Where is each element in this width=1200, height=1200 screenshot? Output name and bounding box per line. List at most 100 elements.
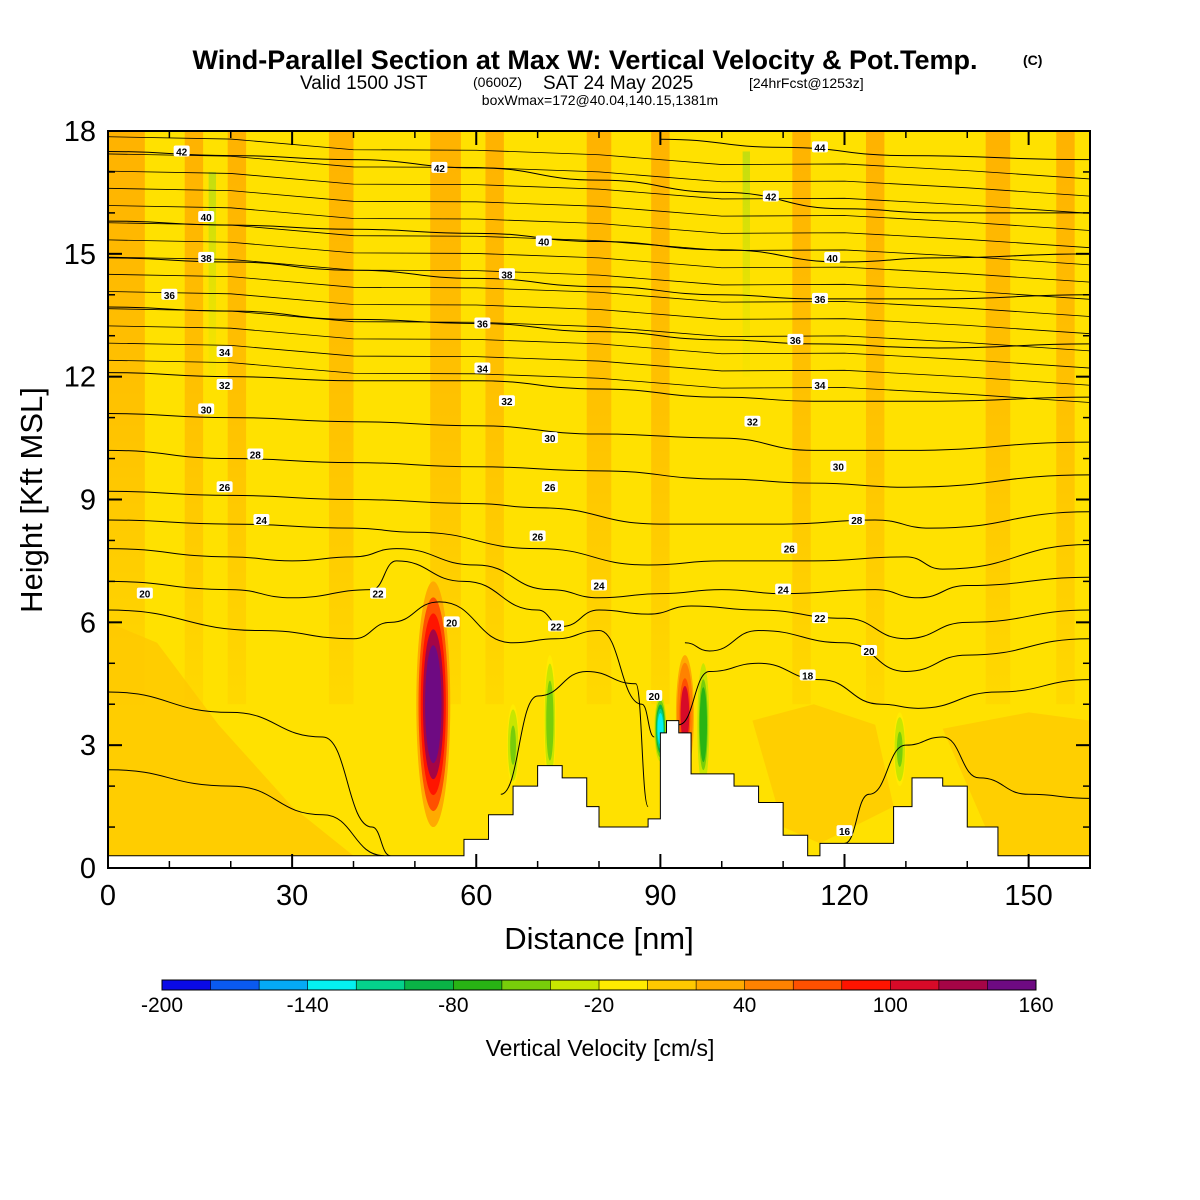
- colorbar-swatch: [356, 980, 406, 990]
- contour-label-bg: [541, 481, 558, 493]
- terrain-profile: [108, 720, 1090, 868]
- colorbar-swatch: [162, 980, 212, 990]
- contour-label: 34: [477, 364, 489, 375]
- plot-area: 42 42 44 40 42 40 38 40 38 36 36 36 36 34 34 34 32 32 30 32…: [108, 131, 1090, 868]
- contour-label-bg: [247, 448, 264, 460]
- colorbar-swatch: [696, 980, 746, 990]
- vv-feature-contour: [680, 685, 690, 743]
- contour-label-bg: [548, 620, 565, 632]
- field-region: [752, 704, 894, 844]
- contour-label-bg: [824, 251, 841, 263]
- contour-label: 32: [747, 418, 759, 429]
- contour-label-bg: [198, 403, 215, 415]
- theta-contour: [108, 239, 1090, 283]
- field-strip: [586, 131, 612, 705]
- vv-feature-contour: [510, 725, 516, 765]
- theta-contour: [108, 136, 1090, 180]
- contour-label-bg: [811, 612, 828, 624]
- theta-contour-40: [108, 220, 1090, 263]
- colorbar-title: Vertical Velocity [cm/s]: [486, 1035, 715, 1061]
- contour-label: 40: [201, 213, 213, 224]
- contour-label: 26: [544, 483, 556, 494]
- theta-contour: [108, 256, 1090, 300]
- theta-contour: [108, 342, 1090, 386]
- colorbar-swatch: [793, 980, 843, 990]
- chart-subtitle-zulu: (0600Z): [473, 74, 522, 90]
- contour-label: 44: [814, 143, 826, 154]
- chart-title-tag: (C): [1023, 52, 1042, 68]
- x-tick-label: 150: [1004, 880, 1052, 912]
- theta-contour-18: [678, 662, 1090, 726]
- contour-label: 18: [802, 672, 814, 683]
- field-strip: [865, 131, 885, 705]
- theta-contour-26: [108, 519, 1090, 570]
- contour-label-bg: [811, 378, 828, 390]
- chart-subtitle-forecast: [24hrFcst@1253z]: [749, 75, 864, 91]
- field-strip: [742, 151, 750, 377]
- theta-contour-18: [108, 691, 391, 857]
- colorbar-swatch: [599, 980, 649, 990]
- x-axis-label: Distance [nm]: [504, 921, 694, 956]
- contour-label: 36: [790, 336, 802, 347]
- contour-label: 28: [851, 516, 863, 527]
- contour-label: 30: [544, 434, 556, 445]
- contour-label-bg: [173, 145, 190, 157]
- contour-label-bg: [591, 579, 607, 591]
- contour-label: 16: [839, 827, 851, 838]
- contour-label-bg: [370, 587, 387, 599]
- theta-contour: [108, 308, 1090, 352]
- contour-label-bg: [744, 415, 761, 427]
- theta-contour: [108, 273, 1090, 317]
- theta-contour-44: [660, 138, 1090, 161]
- contour-label-bg: [198, 251, 215, 263]
- field-region: [942, 712, 1090, 856]
- colorbar-swatch: [210, 980, 260, 990]
- colorbar-swatch: [890, 980, 940, 990]
- colorbar-swatch: [744, 980, 794, 990]
- colorbar-label: -200: [141, 994, 183, 1017]
- contour-label: 30: [201, 405, 213, 416]
- field-strip: [328, 131, 354, 705]
- chart-subtitle-valid: Valid 1500 JST: [300, 73, 428, 94]
- contour-label-bg: [216, 481, 233, 493]
- contour-label-bg: [529, 530, 546, 542]
- colorbar-label: -80: [438, 994, 468, 1017]
- contour-label-bg: [781, 542, 798, 554]
- y-axis-label: Height [Kft MSL]: [14, 387, 49, 613]
- colorbar-swatch: [307, 980, 357, 990]
- contour-label-bg: [498, 268, 515, 280]
- contour-label: 32: [501, 397, 513, 408]
- colorbar-swatch: [453, 980, 503, 990]
- field-strip: [792, 131, 811, 705]
- contour-label: 36: [477, 319, 489, 330]
- contour-label: 32: [219, 381, 231, 392]
- contour-label-bg: [136, 587, 153, 599]
- contour-label: 24: [256, 516, 268, 527]
- colorbar: -200 -140 -80 -20 40 100 160: [141, 979, 1054, 1017]
- contour-label: 22: [814, 614, 826, 625]
- theta-contour: [108, 153, 1090, 197]
- contour-label-bg: [799, 669, 816, 681]
- contour-label-bg: [861, 644, 878, 656]
- contour-label-bg: [787, 333, 804, 345]
- contour-label-bg: [811, 141, 828, 153]
- theta-contour: [108, 359, 1090, 403]
- theta-contour: [108, 325, 1090, 369]
- contour-label-bg: [161, 288, 178, 300]
- y-tick-label: 18: [64, 116, 96, 148]
- field-strip: [651, 131, 670, 705]
- colorbar-swatch: [550, 980, 600, 990]
- theta-contour: [108, 187, 1090, 231]
- contour-label: 20: [446, 618, 458, 629]
- contour-label: 34: [219, 348, 231, 359]
- contour-label: 22: [550, 622, 562, 633]
- vv-feature-contour: [547, 689, 553, 753]
- field-strip: [985, 131, 1011, 705]
- contour-label: 42: [765, 193, 777, 204]
- contour-label-bg: [474, 317, 491, 329]
- field-strip: [208, 171, 217, 377]
- contour-label-bg: [431, 161, 448, 173]
- field-strip: [1056, 131, 1075, 705]
- contour-label: 20: [863, 647, 875, 658]
